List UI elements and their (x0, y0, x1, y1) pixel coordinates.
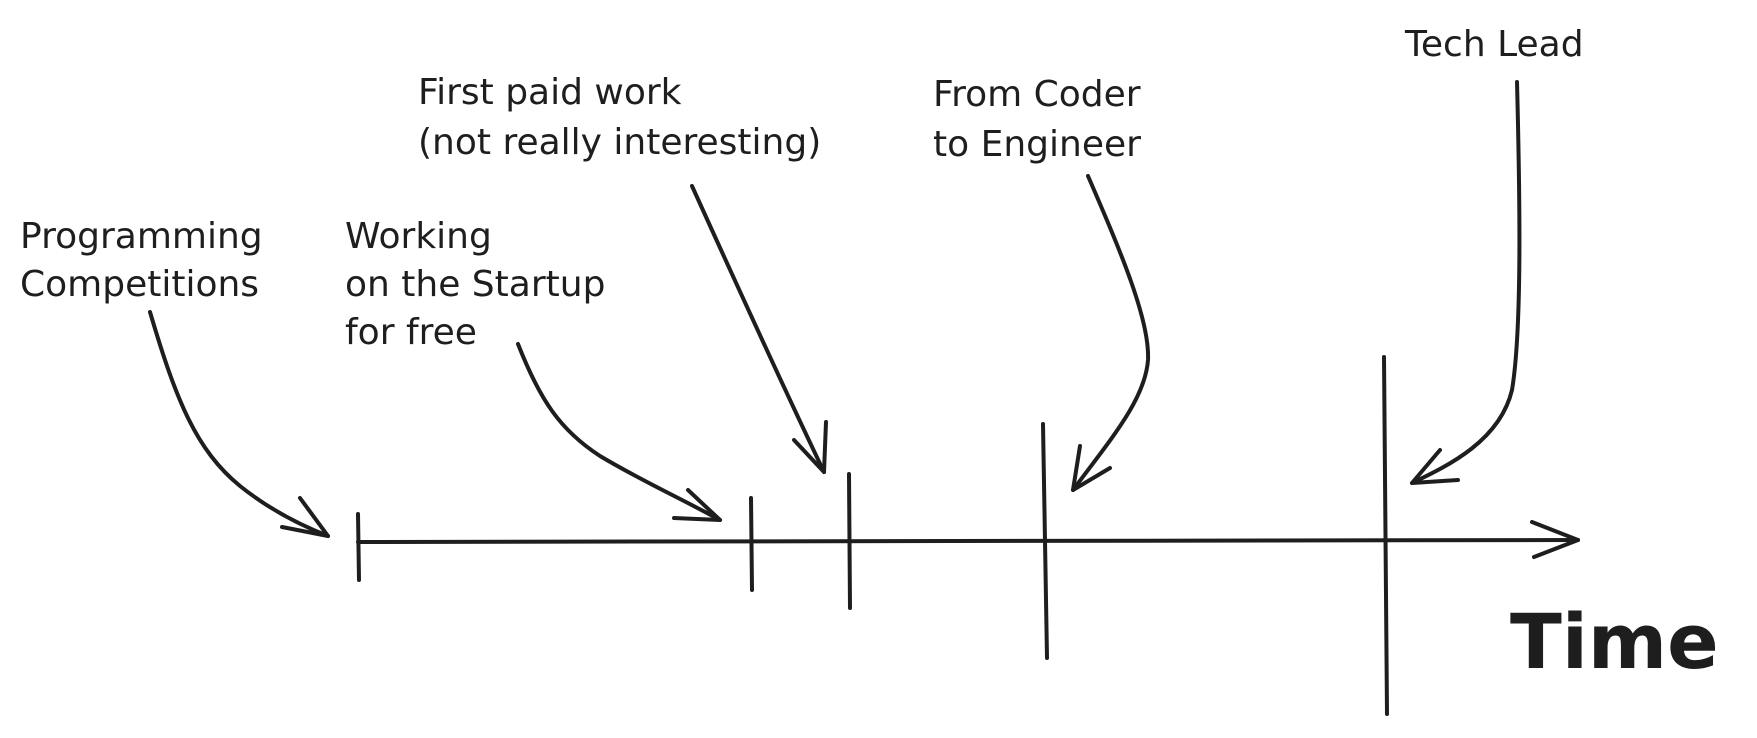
label-arrows (148, 80, 1522, 538)
label-line: (not really interesting) (418, 122, 821, 163)
arrow-from-coder-to-engineer (1071, 174, 1151, 492)
arrowhead (1410, 448, 1460, 485)
arrow-shaft (516, 342, 722, 522)
arrow-working-on-startup (516, 342, 722, 522)
arrowhead (280, 496, 330, 538)
label-line: From Coder (933, 74, 1141, 115)
arrowhead (792, 420, 828, 474)
time-axis (356, 520, 1580, 559)
label-line: on the Startup (345, 264, 605, 305)
label-working-on-startup: Working on the Startup for free (345, 216, 617, 353)
arrowhead (672, 488, 722, 522)
label-line: to Engineer (933, 124, 1141, 165)
arrow-first-paid-work (690, 184, 828, 474)
label-from-coder-to-engineer: From Coder to Engineer (933, 74, 1152, 165)
label-programming-competitions: Programming Competitions (20, 216, 274, 305)
label-line: Programming (20, 216, 263, 257)
arrow-shaft (1071, 174, 1151, 492)
axis-arrowhead (1530, 520, 1580, 559)
axis-line (356, 538, 1580, 544)
tick-first-paid-work (847, 472, 852, 610)
tick-from-coder-to-engineer (1041, 422, 1049, 660)
arrow-shaft (1410, 80, 1522, 485)
label-line: Working (345, 216, 492, 257)
label-line: First paid work (418, 72, 682, 113)
arrow-tech-lead (1410, 80, 1522, 485)
arrow-shaft (148, 310, 330, 538)
label-tech-lead: Tech Lead (1404, 24, 1584, 65)
arrowhead (1071, 444, 1112, 492)
tick-programming-competitions (356, 512, 361, 582)
arrow-programming-competitions (148, 310, 330, 538)
tick-tech-lead (1382, 355, 1389, 716)
arrow-shaft (690, 184, 826, 474)
label-line: for free (345, 312, 477, 353)
milestone-ticks (356, 355, 1389, 716)
label-line: Tech Lead (1404, 24, 1584, 65)
label-first-paid-work: First paid work (not really interesting) (418, 72, 821, 163)
axis-label-time: Time (1510, 597, 1719, 686)
tick-working-on-startup (749, 496, 754, 592)
label-line: Competitions (20, 264, 259, 305)
